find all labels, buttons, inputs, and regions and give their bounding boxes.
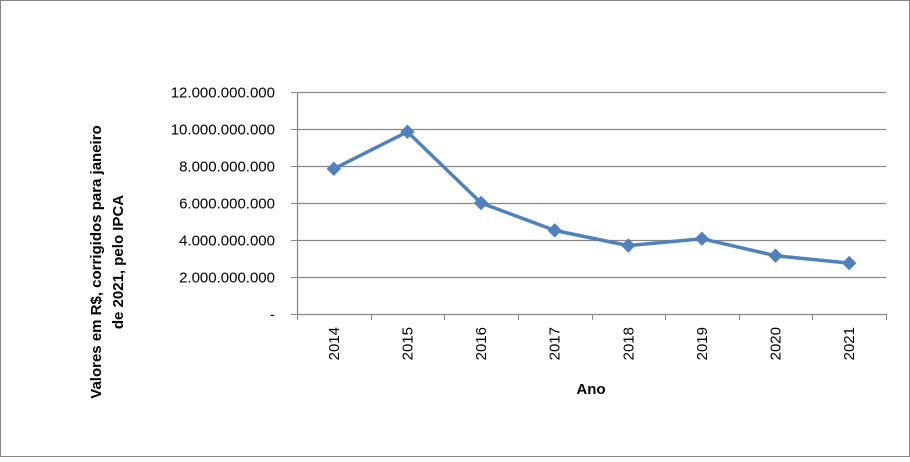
data-point-marker — [768, 248, 783, 263]
series-line — [333, 130, 850, 265]
data-point-marker — [841, 255, 857, 271]
y-tick-label: - — [270, 307, 275, 324]
x-tick-label: 2016 — [473, 327, 490, 360]
y-tick-label: 6.000.000.000 — [179, 196, 275, 213]
data-point-marker — [326, 161, 342, 176]
y-tick-label: 10.000.000.000 — [171, 122, 275, 139]
y-tick-label: 4.000.000.000 — [179, 233, 275, 250]
x-tick-labels: 2014 2015 2016 2017 2018 2019 2020 2021 — [326, 327, 858, 360]
y-tick-label: 2.000.000.000 — [179, 270, 275, 287]
x-tick-label: 2018 — [620, 327, 637, 360]
x-tick-label: 2015 — [399, 327, 416, 360]
data-point-marker — [400, 124, 415, 139]
x-tick-label: 2019 — [694, 327, 711, 360]
series — [326, 124, 857, 271]
x-tick-label: 2017 — [547, 327, 564, 360]
y-axis-title: Valores em R$, corrigidos para janeiro d… — [88, 125, 127, 398]
y-tick-labels: - 2.000.000.000 4.000.000.000 6.000.000.000… — [171, 85, 275, 324]
y-tick-label: 8.000.000.000 — [179, 159, 275, 176]
data-point-marker — [547, 223, 562, 238]
axes — [291, 92, 887, 320]
y-tick-label: 12.000.000.000 — [171, 85, 275, 102]
data-point-marker — [694, 231, 710, 246]
x-tick-label: 2014 — [326, 327, 343, 360]
x-tick-label: 2021 — [841, 327, 858, 360]
x-axis-title: Ano — [576, 381, 605, 398]
x-tick-label: 2020 — [768, 327, 785, 360]
y-axis-title-line-1: Valores em R$, corrigidos para janeiro — [88, 125, 105, 398]
data-point-marker — [473, 195, 489, 211]
gridlines — [297, 91, 886, 279]
y-axis-title-line-2: de 2021, pelo IPCA — [110, 195, 127, 329]
data-point-marker — [621, 238, 636, 253]
